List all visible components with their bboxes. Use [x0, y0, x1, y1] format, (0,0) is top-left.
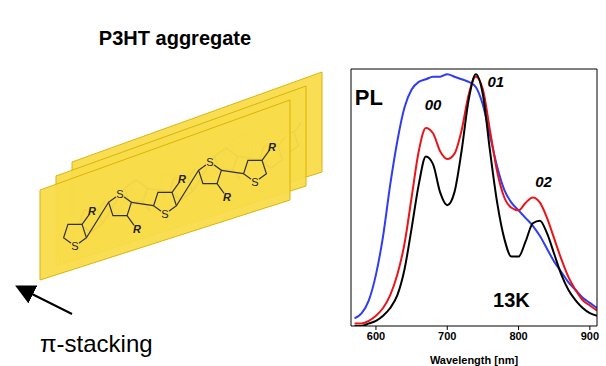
- svg-text:02: 02: [535, 173, 552, 190]
- svg-text:R: R: [223, 191, 231, 203]
- svg-text:01: 01: [487, 73, 504, 90]
- svg-text:S: S: [71, 240, 78, 252]
- svg-text:R: R: [88, 205, 96, 217]
- svg-text:13K: 13K: [493, 289, 530, 311]
- svg-text:00: 00: [425, 96, 442, 113]
- svg-text:R: R: [133, 223, 141, 235]
- svg-text:Wavelength [nm]: Wavelength [nm]: [430, 354, 519, 366]
- svg-text:R: R: [178, 173, 186, 185]
- svg-text:700: 700: [438, 330, 456, 342]
- svg-text:π-stacking: π-stacking: [40, 330, 153, 357]
- svg-text:R: R: [268, 141, 276, 153]
- svg-text:S: S: [251, 176, 258, 188]
- svg-text:900: 900: [581, 330, 599, 342]
- svg-text:S: S: [161, 208, 168, 220]
- svg-text:P3HT aggregate: P3HT aggregate: [99, 27, 251, 49]
- svg-text:600: 600: [367, 330, 385, 342]
- svg-text:S: S: [116, 188, 123, 200]
- svg-text:800: 800: [509, 330, 527, 342]
- svg-text:S: S: [206, 156, 213, 168]
- svg-text:PL: PL: [355, 85, 383, 110]
